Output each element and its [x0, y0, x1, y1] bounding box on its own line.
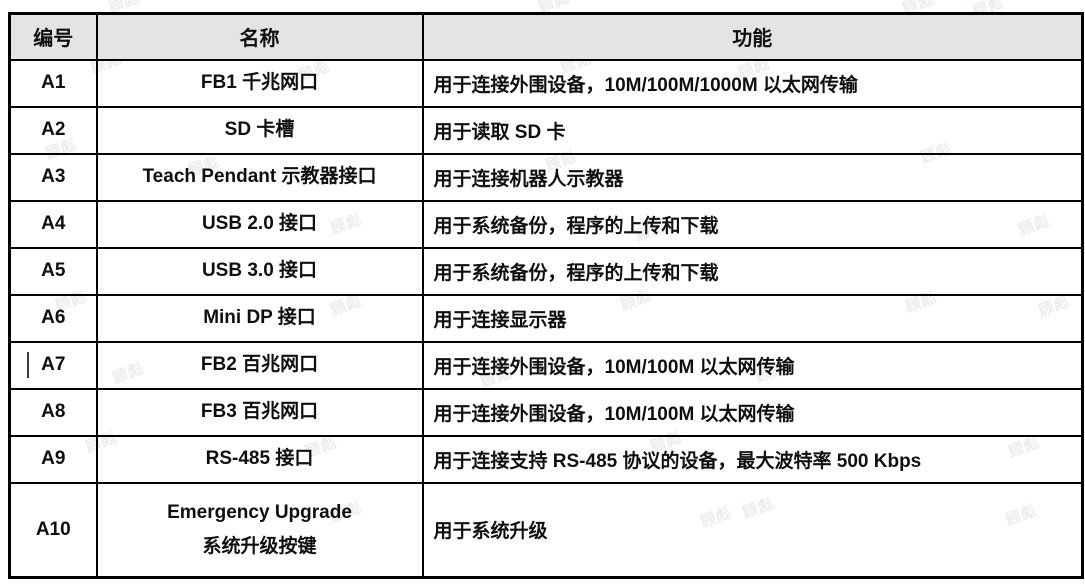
port-spec-table: 编号 名称 功能 A1 FB1 千兆网口 用于连接外围设备，10M/100M/100…: [8, 12, 1084, 579]
cell-port-function[interactable]: 用于连接机器人示教器: [421, 152, 1084, 202]
cell-port-number[interactable]: A9: [8, 434, 98, 484]
cell-port-name[interactable]: Teach Pendant 示教器接口: [95, 152, 424, 202]
cell-port-function[interactable]: 用于连接外围设备，10M/100M/1000M 以太网传输: [421, 58, 1084, 108]
cell-port-function[interactable]: 用于系统备份，程序的上传和下载: [421, 246, 1084, 296]
cell-port-number[interactable]: A3: [8, 152, 98, 202]
table-row: A10 Emergency Upgrade 系统升级按键 用于系统升级: [8, 481, 1084, 579]
cell-port-name[interactable]: USB 3.0 接口: [95, 246, 424, 296]
cell-port-function[interactable]: 用于系统升级: [421, 481, 1084, 579]
cell-port-name[interactable]: FB3 百兆网口: [95, 387, 424, 437]
cell-port-function[interactable]: 用于连接显示器: [421, 293, 1084, 343]
port-number-label: A8: [41, 401, 66, 422]
cell-port-function[interactable]: 用于读取 SD 卡: [421, 105, 1084, 155]
cell-port-number[interactable]: A6: [8, 293, 98, 343]
cell-port-number[interactable]: A1: [8, 58, 98, 108]
cell-port-function[interactable]: 用于系统备份，程序的上传和下载: [421, 199, 1084, 249]
col-header-function[interactable]: 功能: [421, 12, 1084, 61]
cell-port-name[interactable]: FB2 百兆网口: [95, 340, 424, 390]
cell-port-number[interactable]: A8: [8, 387, 98, 437]
cell-port-name[interactable]: FB1 千兆网口: [95, 58, 424, 108]
cell-port-number[interactable]: A4: [8, 199, 98, 249]
cell-port-name[interactable]: SD 卡槽: [95, 105, 424, 155]
port-number-label: A9: [41, 448, 66, 469]
port-number-label: A3: [41, 166, 66, 187]
text-cursor-icon: [27, 352, 29, 378]
table-row: A7 FB2 百兆网口 用于连接外围设备，10M/100M 以太网传输: [8, 340, 1084, 390]
table-row: A3 Teach Pendant 示教器接口 用于连接机器人示教器: [8, 152, 1084, 202]
port-number-label: A7: [41, 354, 66, 375]
port-number-label: A6: [41, 307, 66, 328]
cell-port-name[interactable]: Emergency Upgrade 系统升级按键: [95, 481, 424, 579]
header-row: 编号 名称 功能: [8, 12, 1084, 61]
port-number-label: A2: [41, 119, 66, 140]
table-row: A4 USB 2.0 接口 用于系统备份，程序的上传和下载: [8, 199, 1084, 249]
port-number-label: A10: [35, 518, 71, 540]
col-header-name[interactable]: 名称: [95, 12, 424, 61]
table-row: A2 SD 卡槽 用于读取 SD 卡: [8, 105, 1084, 155]
port-number-label: A1: [41, 72, 66, 93]
cell-port-function[interactable]: 用于连接外围设备，10M/100M 以太网传输: [421, 387, 1084, 437]
col-header-number[interactable]: 编号: [8, 12, 98, 61]
cell-port-number[interactable]: A5: [8, 246, 98, 296]
table-row: A5 USB 3.0 接口 用于系统备份，程序的上传和下载: [8, 246, 1084, 296]
cell-port-function[interactable]: 用于连接外围设备，10M/100M 以太网传输: [421, 340, 1084, 390]
table-row: A6 Mini DP 接口 用于连接显示器: [8, 293, 1084, 343]
table-row: A9 RS-485 接口 用于连接支持 RS-485 协议的设备，最大波特率 500…: [8, 434, 1084, 484]
cell-port-number[interactable]: A10: [8, 481, 98, 579]
port-number-label: A5: [41, 260, 66, 281]
cell-port-number[interactable]: A7: [8, 340, 98, 390]
table-row: A8 FB3 百兆网口 用于连接外围设备，10M/100M 以太网传输: [8, 387, 1084, 437]
cell-port-name[interactable]: Mini DP 接口: [95, 293, 424, 343]
port-number-label: A4: [41, 213, 66, 234]
cell-port-number[interactable]: A2: [8, 105, 98, 155]
cell-port-name[interactable]: RS-485 接口: [95, 434, 424, 484]
cell-port-name[interactable]: USB 2.0 接口: [95, 199, 424, 249]
table-header: 编号 名称 功能: [8, 12, 1084, 61]
cell-port-function[interactable]: 用于连接支持 RS-485 协议的设备，最大波特率 500 Kbps: [421, 434, 1084, 484]
table-row: A1 FB1 千兆网口 用于连接外围设备，10M/100M/1000M 以太网传输: [8, 58, 1084, 108]
table-body: A1 FB1 千兆网口 用于连接外围设备，10M/100M/1000M 以太网传输 A…: [8, 58, 1084, 579]
